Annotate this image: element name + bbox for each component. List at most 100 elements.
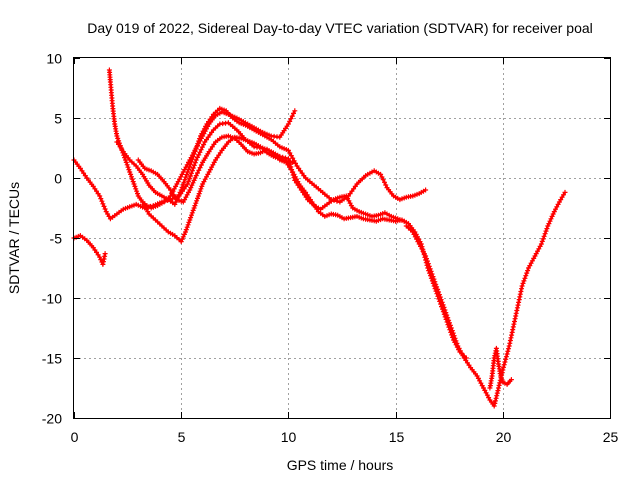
data-point <box>199 183 205 189</box>
data-point <box>188 215 194 221</box>
data-point <box>435 286 441 292</box>
y-tick-label: 0 <box>54 171 62 187</box>
data-point <box>193 146 199 152</box>
data-point <box>543 228 549 234</box>
series-track-d <box>114 105 429 207</box>
data-point <box>179 236 185 242</box>
y-tick-label: 10 <box>46 51 62 67</box>
x-tick-label: 25 <box>603 429 619 445</box>
data-point <box>450 330 456 336</box>
x-tick-label: 5 <box>178 429 186 445</box>
data-point <box>452 335 458 341</box>
data-point <box>188 170 194 176</box>
data-point <box>290 159 296 165</box>
data-point <box>500 367 506 373</box>
data-point <box>192 203 198 209</box>
data-point <box>431 276 437 282</box>
data-point <box>187 217 193 223</box>
data-point <box>380 177 386 183</box>
data-point <box>128 171 134 177</box>
data-point <box>429 271 435 277</box>
data-point <box>453 338 459 344</box>
data-point <box>196 191 202 197</box>
data-point <box>192 148 198 154</box>
data-point <box>524 270 530 276</box>
data-point <box>285 121 291 127</box>
data-point <box>383 182 389 188</box>
data-point <box>189 210 195 216</box>
data-point <box>101 203 107 209</box>
data-point <box>544 226 550 232</box>
data-point <box>379 174 385 180</box>
data-point <box>185 169 191 175</box>
data-point <box>287 118 293 124</box>
data-point <box>188 173 193 179</box>
y-tick-label: -20 <box>42 411 62 427</box>
data-point <box>433 281 439 287</box>
data-point <box>195 170 200 176</box>
data-point <box>448 325 454 331</box>
data-point <box>125 164 131 170</box>
data-point <box>187 176 192 182</box>
data-point <box>501 362 507 368</box>
data-point <box>504 351 510 357</box>
data-point <box>434 284 440 290</box>
data-point <box>440 302 446 308</box>
data-point <box>178 187 184 193</box>
data-point <box>182 177 188 183</box>
data-point <box>176 192 182 198</box>
data-point <box>547 218 553 224</box>
data-point <box>540 236 546 242</box>
data-point <box>538 241 544 247</box>
data-point <box>114 133 120 139</box>
data-point <box>525 268 531 274</box>
data-point <box>100 201 106 207</box>
data-point <box>447 322 453 328</box>
data-point <box>541 233 547 239</box>
data-point <box>198 186 204 192</box>
data-point <box>428 268 434 274</box>
x-axis-label: GPS time / hours <box>287 457 394 473</box>
data-point <box>189 168 195 174</box>
data-point <box>187 161 193 167</box>
data-point <box>287 150 293 156</box>
data-point <box>521 278 527 284</box>
data-point <box>506 346 511 352</box>
data-point <box>181 179 187 185</box>
data-point <box>192 160 198 166</box>
chart-title: Day 019 of 2022, Sidereal Day-to-day VTE… <box>87 20 593 36</box>
data-point <box>424 256 429 262</box>
data-point <box>97 193 103 199</box>
data-point <box>542 231 548 237</box>
data-point <box>509 332 515 338</box>
data-series <box>71 67 568 409</box>
data-point <box>193 200 199 206</box>
data-point <box>505 348 511 354</box>
data-point <box>378 171 384 177</box>
data-point <box>522 275 528 281</box>
data-point <box>443 310 449 316</box>
data-point <box>446 317 452 323</box>
data-point <box>184 172 190 178</box>
data-point <box>289 113 295 119</box>
data-point <box>508 377 514 383</box>
data-point <box>334 198 340 204</box>
data-point <box>293 160 298 166</box>
data-point <box>183 227 189 233</box>
x-tick-label: 10 <box>281 429 297 445</box>
data-point <box>501 364 506 370</box>
y-tick-label: 5 <box>54 111 62 127</box>
data-point <box>172 201 178 207</box>
data-point <box>195 141 201 147</box>
data-point <box>328 197 334 203</box>
data-point <box>193 173 199 179</box>
data-point <box>187 164 192 170</box>
data-point <box>425 258 430 264</box>
data-point <box>523 273 529 279</box>
data-point <box>197 149 203 155</box>
data-point <box>444 312 450 318</box>
data-point <box>123 159 129 165</box>
data-point <box>197 136 203 142</box>
data-point <box>184 224 190 230</box>
x-tick-label: 0 <box>71 429 79 445</box>
